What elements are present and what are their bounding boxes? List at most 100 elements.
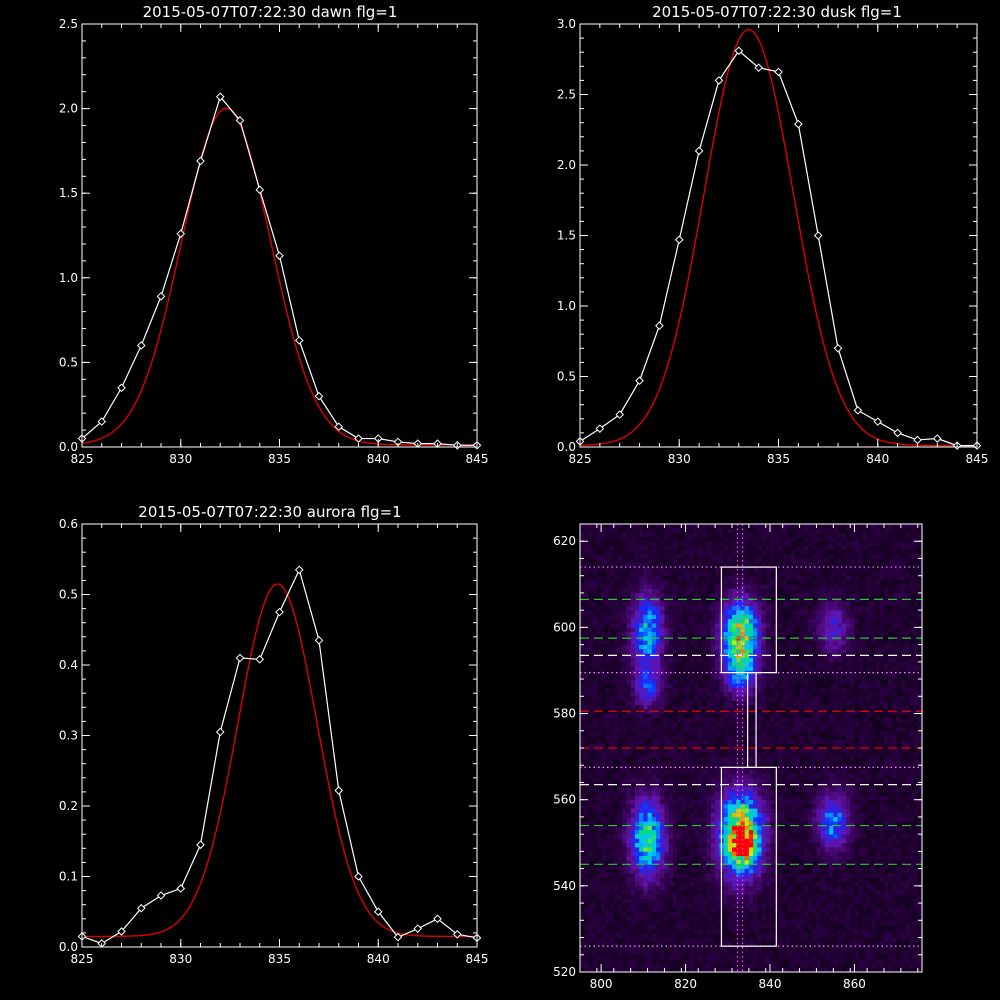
image-heatmap-cell bbox=[634, 829, 640, 835]
image-heatmap-cell bbox=[846, 765, 851, 770]
image-heatmap-cell bbox=[580, 855, 585, 861]
image-heatmap-cell bbox=[871, 868, 876, 874]
image-heatmap-cell bbox=[748, 898, 754, 904]
image-heatmap-cell bbox=[757, 967, 762, 973]
image-heatmap-cell bbox=[639, 812, 644, 818]
image-heatmap-cell bbox=[791, 890, 796, 895]
image-heatmap-cell bbox=[875, 786, 881, 792]
image-heatmap-cell bbox=[858, 898, 864, 904]
image-heatmap-cell bbox=[854, 890, 859, 895]
image-heatmap-cell bbox=[639, 885, 644, 891]
image-heatmap-cell bbox=[757, 842, 762, 848]
image-heatmap-cell bbox=[867, 773, 872, 779]
image-heatmap-cell bbox=[622, 730, 627, 736]
image-heatmap-cell bbox=[816, 756, 821, 762]
image-heatmap-cell bbox=[841, 782, 847, 788]
image-heatmap-cell bbox=[727, 834, 733, 839]
image-heatmap-cell bbox=[639, 756, 644, 762]
image-heatmap-cell bbox=[656, 928, 661, 934]
image-heatmap-cell bbox=[884, 877, 889, 882]
image-heatmap-cell bbox=[622, 959, 627, 964]
image-heatmap-cell bbox=[879, 816, 885, 822]
image-heatmap-cell bbox=[900, 907, 906, 912]
image-heatmap-cell bbox=[609, 881, 615, 887]
image-heatmap-cell bbox=[778, 825, 783, 831]
image-heatmap-cell bbox=[871, 748, 876, 753]
image-heatmap-cell bbox=[639, 808, 644, 813]
image-heatmap-cell bbox=[884, 954, 889, 960]
image-heatmap-cell bbox=[651, 773, 657, 779]
image-heatmap-cell bbox=[833, 885, 838, 891]
image-heatmap-cell bbox=[900, 885, 906, 891]
image-heatmap-cell bbox=[605, 825, 610, 831]
image-heatmap-cell bbox=[732, 804, 737, 809]
image-heatmap-cell bbox=[672, 752, 678, 757]
image-heatmap-cell bbox=[618, 816, 623, 822]
image-heatmap-cell bbox=[723, 855, 729, 861]
image-heatmap-cell bbox=[782, 791, 788, 796]
dusk-x-tick-label: 835 bbox=[767, 452, 790, 466]
image-heatmap-cell bbox=[613, 825, 619, 831]
image-heatmap-cell bbox=[867, 916, 872, 921]
image-heatmap-cell bbox=[808, 855, 813, 861]
image-heatmap-cell bbox=[677, 877, 682, 882]
image-heatmap-cell bbox=[791, 739, 796, 744]
image-heatmap-cell bbox=[888, 937, 893, 943]
image-heatmap-cell bbox=[634, 963, 640, 968]
image-heatmap-cell bbox=[871, 864, 876, 869]
image-heatmap-cell bbox=[592, 868, 598, 874]
image-heatmap-cell bbox=[782, 946, 788, 951]
image-heatmap-cell bbox=[656, 868, 661, 874]
image-heatmap-cell bbox=[732, 851, 737, 856]
image-heatmap-cell bbox=[854, 808, 859, 813]
image-heatmap-cell bbox=[681, 877, 686, 882]
image-heatmap-cell bbox=[596, 730, 602, 736]
image-heatmap-cell bbox=[618, 933, 623, 938]
image-heatmap-cell bbox=[613, 872, 619, 878]
image-heatmap-cell bbox=[786, 735, 792, 740]
image-heatmap-cell bbox=[795, 946, 800, 951]
image-heatmap-cell bbox=[702, 855, 707, 861]
image-heatmap-cell bbox=[824, 825, 830, 831]
image-heatmap-cell bbox=[871, 885, 876, 891]
image-heatmap-cell bbox=[778, 730, 783, 736]
image-heatmap-cell bbox=[892, 860, 897, 865]
image-heatmap-cell bbox=[702, 829, 707, 835]
image-heatmap-cell bbox=[609, 907, 615, 912]
image-heatmap-cell bbox=[871, 760, 876, 766]
image-heatmap-cell bbox=[622, 963, 627, 968]
image-heatmap-cell bbox=[689, 907, 695, 912]
image-heatmap-cell bbox=[862, 735, 868, 740]
image-heatmap-cell bbox=[854, 864, 859, 869]
image-heatmap-cell bbox=[698, 795, 703, 800]
image-heatmap-cell bbox=[681, 847, 686, 852]
image-heatmap-cell bbox=[706, 941, 712, 947]
image-heatmap-cell bbox=[664, 808, 669, 813]
image-heatmap-cell bbox=[596, 847, 602, 852]
image-heatmap-cell bbox=[643, 885, 648, 891]
image-heatmap-cell bbox=[824, 937, 830, 943]
image-heatmap-cell bbox=[656, 821, 661, 826]
image-heatmap-cell bbox=[626, 821, 631, 826]
image-heatmap-cell bbox=[689, 765, 695, 770]
image-heatmap-cell bbox=[816, 920, 821, 925]
image-heatmap-cell bbox=[672, 903, 678, 908]
image-heatmap-cell bbox=[596, 778, 602, 783]
image-heatmap-cell bbox=[791, 903, 796, 908]
image-heatmap-cell bbox=[702, 954, 707, 960]
image-heatmap-cell bbox=[909, 864, 914, 869]
image-heatmap-cell bbox=[596, 834, 602, 839]
image-heatmap-cell bbox=[824, 752, 830, 757]
image-heatmap-cell bbox=[681, 855, 686, 861]
image-heatmap-cell bbox=[588, 825, 593, 831]
image-heatmap-cell bbox=[630, 881, 636, 887]
image-heatmap-cell bbox=[803, 842, 809, 848]
image-heatmap-cell bbox=[761, 847, 767, 852]
image-heatmap-cell bbox=[727, 816, 733, 822]
image-heatmap-cell bbox=[596, 954, 602, 960]
image-heatmap-cell bbox=[850, 760, 855, 766]
image-heatmap-cell bbox=[846, 829, 851, 835]
image-heatmap-cell bbox=[672, 821, 678, 826]
image-heatmap-cell bbox=[820, 885, 826, 891]
image-heatmap-cell bbox=[896, 907, 902, 912]
